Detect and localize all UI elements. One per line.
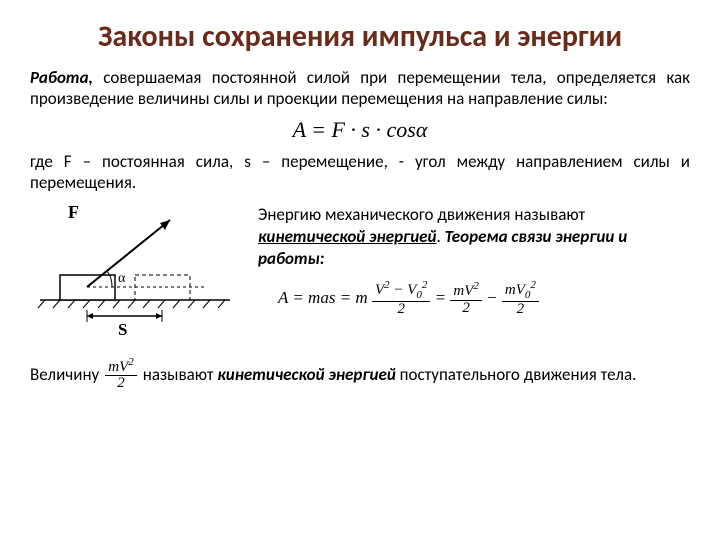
bottom-end: поступательного движения тела.: [396, 364, 637, 385]
bottom-fraction: mV22: [105, 357, 137, 393]
bottom-post: называют: [143, 364, 218, 385]
diagram-label-F: F: [68, 202, 79, 222]
formula-work: A = F · s · cosα: [30, 117, 690, 143]
bottom-post-wrapper: называют кинетической энергией поступате…: [143, 364, 637, 385]
formula-kinetic: A = mas = m V2 − V022 = mV22 − mV022: [258, 280, 690, 318]
work-term: Работа,: [30, 67, 93, 88]
paragraph-symbols: где F – постоянная сила, s – перемещение…: [30, 151, 690, 194]
force-diagram: F α S: [30, 200, 240, 345]
diagram-label-S: S: [118, 320, 127, 339]
diagram-label-alpha: α: [118, 271, 126, 286]
right-text-end: .: [436, 226, 444, 247]
bottom-definition: Величину mV22 называют кинетической энер…: [30, 357, 690, 393]
right-text-1: Энергию механического движения называют: [258, 204, 585, 225]
page-title: Законы сохранения импульса и энергии: [30, 20, 690, 55]
kinetic-term: кинетической энергией: [258, 226, 436, 247]
bottom-term: кинетической энергией: [217, 364, 395, 385]
para1-text: совершаемая постоянной силой при перемещ…: [30, 67, 690, 109]
kinetic-energy-paragraph: Энергию механического движения называют …: [258, 200, 690, 319]
diagram-and-text-row: F α S Энергию механического движения наз…: [30, 200, 690, 345]
paragraph-work-definition: Работа, совершаемая постоянной силой при…: [30, 67, 690, 110]
bottom-pre: Величину: [30, 364, 99, 385]
